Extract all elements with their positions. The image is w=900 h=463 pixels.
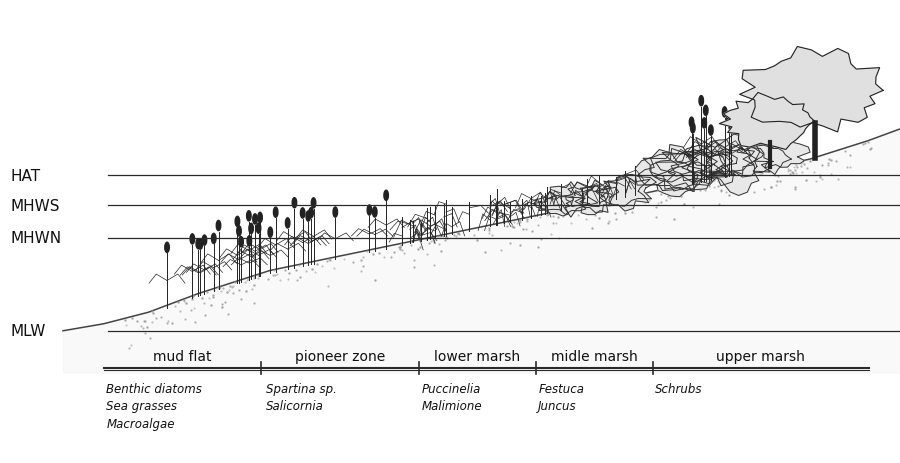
Text: midle marsh: midle marsh [551,350,637,363]
Text: mud flat: mud flat [153,350,211,363]
Ellipse shape [202,236,207,246]
Polygon shape [600,175,656,207]
Ellipse shape [237,226,241,237]
Ellipse shape [306,212,310,222]
Ellipse shape [384,191,389,201]
Ellipse shape [274,207,278,218]
Ellipse shape [702,119,706,129]
Polygon shape [573,186,619,213]
Text: Schrubs: Schrubs [655,382,703,395]
Text: lower marsh: lower marsh [434,350,520,363]
Ellipse shape [235,217,239,227]
Ellipse shape [690,124,695,134]
Polygon shape [752,143,810,169]
Text: MHWS: MHWS [11,199,60,213]
Ellipse shape [238,237,243,247]
Text: Spartina sp.: Spartina sp. [266,382,337,395]
Polygon shape [550,182,598,218]
Ellipse shape [190,234,194,244]
Polygon shape [711,145,760,196]
Text: Macroalgae: Macroalgae [106,417,175,430]
Ellipse shape [333,207,338,218]
Ellipse shape [689,118,694,128]
Ellipse shape [165,243,169,253]
Text: MHWN: MHWN [11,231,62,246]
Ellipse shape [704,106,708,116]
Ellipse shape [249,224,254,234]
Ellipse shape [247,211,251,221]
Text: Juncus: Juncus [538,400,577,413]
Text: Malimione: Malimione [421,400,482,413]
Polygon shape [565,183,606,207]
Text: HAT: HAT [11,169,40,183]
Text: Puccinelia: Puccinelia [421,382,481,395]
Text: Salicornia: Salicornia [266,400,323,413]
Ellipse shape [309,208,313,219]
Polygon shape [656,152,727,192]
Polygon shape [706,144,773,178]
Text: Benthic diatoms: Benthic diatoms [106,382,202,395]
Polygon shape [662,146,737,179]
Polygon shape [651,149,715,190]
Polygon shape [534,192,573,217]
Polygon shape [532,197,590,215]
Text: pioneer zone: pioneer zone [294,350,385,363]
Polygon shape [671,152,733,181]
Polygon shape [740,47,883,132]
Ellipse shape [216,221,220,231]
Ellipse shape [253,214,257,225]
Ellipse shape [248,236,252,246]
Text: upper marsh: upper marsh [716,350,805,363]
Text: Sea grasses: Sea grasses [106,400,177,413]
Ellipse shape [198,239,202,250]
Polygon shape [682,135,757,186]
Polygon shape [635,150,702,197]
Polygon shape [742,144,791,175]
Ellipse shape [196,239,201,249]
Polygon shape [638,154,698,192]
Ellipse shape [268,228,273,238]
Ellipse shape [292,198,297,208]
Text: MLW: MLW [11,324,46,338]
Ellipse shape [301,208,305,219]
Ellipse shape [367,206,372,216]
Ellipse shape [726,115,731,125]
Ellipse shape [373,207,377,218]
Polygon shape [643,145,724,184]
Polygon shape [580,181,611,215]
Ellipse shape [699,96,704,106]
Ellipse shape [723,107,727,118]
Ellipse shape [257,213,262,223]
Ellipse shape [212,234,216,244]
Polygon shape [655,163,717,192]
Polygon shape [719,93,814,150]
Polygon shape [703,140,754,178]
Ellipse shape [311,198,316,208]
Ellipse shape [729,122,733,132]
Ellipse shape [285,219,290,229]
Text: Festuca: Festuca [538,382,584,395]
Ellipse shape [256,224,261,234]
Ellipse shape [708,125,713,136]
Polygon shape [595,177,650,212]
